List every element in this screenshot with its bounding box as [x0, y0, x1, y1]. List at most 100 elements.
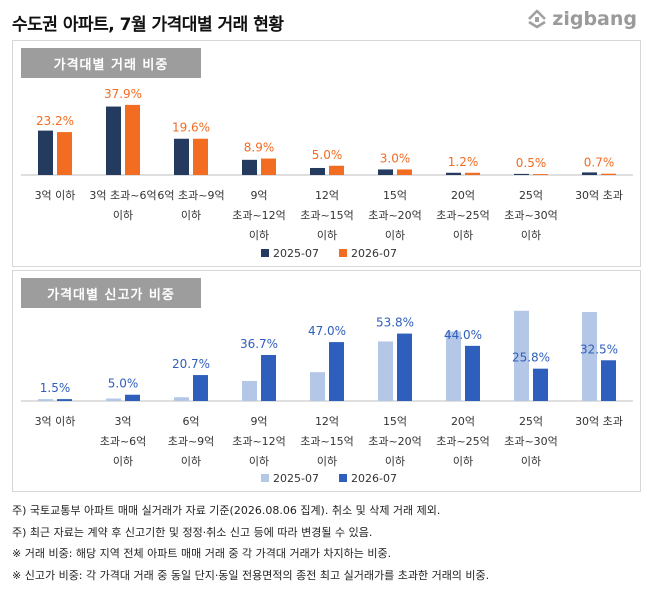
bar-2025-07-1 — [38, 399, 53, 401]
x-tick-label-6-1: 15억 — [383, 189, 407, 202]
bar-2025-07-3 — [174, 138, 189, 175]
x-tick-label-4-2: 초과~12억 — [232, 209, 286, 222]
x-tick-label-3-1: 6억 — [182, 415, 199, 428]
bar-2025-07-1 — [38, 130, 53, 175]
x-tick-label-6-1: 15억 — [383, 415, 407, 428]
bar-2025-07-6 — [378, 341, 393, 401]
x-tick-label-8-1: 25억 — [519, 415, 543, 428]
data-label-2: 37.9% — [104, 87, 142, 101]
bar-2026-07-1 — [57, 399, 72, 401]
x-tick-label-4-1: 9억 — [250, 189, 267, 202]
data-label-2: 5.0% — [108, 377, 139, 391]
bar-2026-07-3 — [193, 138, 208, 175]
data-label-4: 36.7% — [240, 337, 278, 351]
x-tick-label-6-2: 초과~20억 — [368, 435, 422, 448]
x-tick-label-3-2: 이하 — [181, 208, 201, 222]
bar-2025-07-9 — [582, 172, 597, 175]
x-tick-label-8-3: 이하 — [521, 228, 541, 242]
footnotes: 주) 국토교통부 아파트 매매 실거래가 자료 기준(2026.08.06 집계… — [12, 500, 489, 586]
x-tick-label-7-2: 초과~25억 — [436, 209, 490, 222]
x-tick-label-7-3: 이하 — [453, 228, 473, 242]
bar-2026-07-8 — [533, 174, 548, 175]
bar-2026-07-9 — [601, 173, 616, 175]
legend-label-2025-07: 2025-07 — [273, 472, 319, 485]
legend-swatch-2026-07 — [339, 474, 347, 482]
legend-swatch-2026-07 — [339, 249, 347, 257]
x-tick-label-2-1: 3억 초과~6억 — [89, 189, 156, 202]
data-label-3: 20.7% — [172, 357, 210, 371]
x-tick-label-3-1: 6억 초과~9억 — [157, 189, 224, 202]
x-tick-label-6-3: 이하 — [385, 228, 405, 242]
legend-swatch-2025-07 — [261, 474, 269, 482]
x-tick-label-1-1: 3억 이하 — [35, 414, 76, 428]
bar-2026-07-2 — [125, 104, 140, 175]
bar-2025-07-7 — [446, 172, 461, 175]
legend-swatch-2025-07 — [261, 249, 269, 257]
bar-2025-07-2 — [106, 106, 121, 175]
x-tick-label-4-2: 초과~12억 — [232, 435, 286, 448]
x-tick-label-8-2: 초과~30억 — [504, 209, 558, 222]
data-label-7: 44.0% — [444, 328, 482, 342]
x-tick-label-6-2: 초과~20억 — [368, 209, 422, 222]
x-tick-label-5-3: 이하 — [317, 454, 337, 468]
zigbang-logo: zigbang — [526, 8, 637, 30]
legend-label-2025-07: 2025-07 — [273, 247, 319, 260]
data-label-4: 8.9% — [244, 141, 275, 155]
x-tick-label-7-2: 초과~25억 — [436, 435, 490, 448]
x-tick-label-2-1: 3억 — [114, 415, 131, 428]
x-tick-label-4-3: 이하 — [249, 228, 269, 242]
page-title: 수도권 아파트, 7월 가격대별 거래 현황 — [12, 15, 284, 35]
x-tick-label-2-2: 이하 — [113, 208, 133, 222]
data-label-3: 19.6% — [172, 121, 210, 135]
bar-2025-07-4 — [242, 380, 257, 401]
x-tick-label-7-3: 이하 — [453, 454, 473, 468]
data-label-8: 0.5% — [516, 156, 547, 170]
x-tick-label-7-1: 20억 — [451, 415, 475, 428]
bar-2026-07-4 — [261, 158, 276, 175]
bar-2026-07-5 — [329, 342, 344, 401]
chart-panel-record-high-share: 1.5% 3억 이하 5.0% 3억 초과~6억 이하 20.7% 6억 초과~9억 이하 36.7… — [12, 270, 641, 492]
bar-2025-07-7 — [446, 331, 461, 401]
x-tick-label-9-1: 30억 초과 — [575, 189, 623, 202]
chart-title-record-high-share: 가격대별 신고가 비중 — [21, 278, 201, 308]
bar-2025-07-8 — [514, 173, 529, 175]
x-tick-label-8-1: 25억 — [519, 189, 543, 202]
bar-2025-07-4 — [242, 159, 257, 175]
chart-panel-transaction-share: 23.2% 3억 이하 37.9% 3억 초과~6억 이하 19.6% 6억 초과~9억 이하… — [12, 40, 641, 267]
bar-2025-07-9 — [582, 312, 597, 401]
bar-2025-07-8 — [514, 310, 529, 401]
x-tick-label-9-1: 30억 초과 — [575, 415, 623, 428]
bar-2026-07-2 — [125, 394, 140, 401]
bar-2026-07-8 — [533, 368, 548, 401]
zigbang-logo-text: zigbang — [552, 8, 637, 30]
data-label-5: 5.0% — [312, 148, 343, 162]
x-tick-label-5-1: 12억 — [315, 189, 339, 202]
bar-2025-07-5 — [310, 372, 325, 401]
x-tick-label-1-1: 3억 이하 — [35, 188, 76, 202]
x-tick-label-6-3: 이하 — [385, 454, 405, 468]
x-tick-label-3-3: 이하 — [181, 454, 201, 468]
bar-2026-07-7 — [465, 172, 480, 175]
legend-label-2026-07: 2026-07 — [351, 472, 397, 485]
x-tick-label-5-2: 초과~15억 — [300, 209, 354, 222]
zigbang-logo-icon — [526, 8, 548, 30]
data-label-9: 32.5% — [580, 342, 618, 356]
data-label-6: 3.0% — [380, 151, 411, 165]
data-label-8: 25.8% — [512, 351, 550, 365]
bar-2025-07-3 — [174, 397, 189, 401]
bar-2025-07-2 — [106, 398, 121, 401]
bar-2026-07-9 — [601, 360, 616, 401]
x-tick-label-5-1: 12억 — [315, 415, 339, 428]
bar-2026-07-4 — [261, 355, 276, 401]
x-tick-label-5-2: 초과~15억 — [300, 435, 354, 448]
x-tick-label-8-3: 이하 — [521, 454, 541, 468]
data-label-9: 0.7% — [584, 156, 615, 170]
x-tick-label-4-3: 이하 — [249, 454, 269, 468]
x-tick-label-8-2: 초과~30억 — [504, 435, 558, 448]
bar-2026-07-3 — [193, 375, 208, 401]
bar-2026-07-7 — [465, 345, 480, 401]
data-label-1: 1.5% — [40, 381, 71, 395]
x-tick-label-3-2: 초과~9억 — [168, 435, 215, 448]
bar-2026-07-6 — [397, 333, 412, 401]
